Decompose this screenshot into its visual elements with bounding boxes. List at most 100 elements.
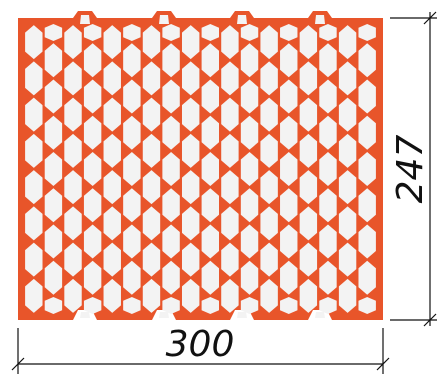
cavity-cell	[299, 25, 318, 60]
cavity-cell	[201, 188, 220, 223]
cavity-cell	[83, 260, 102, 295]
cavity-cell	[123, 296, 141, 314]
cavity-cell	[280, 43, 298, 78]
cavity-cell	[64, 242, 82, 277]
height-dimension: 247	[390, 11, 437, 327]
width-dimension: 300	[11, 324, 390, 374]
tongue-cavity	[315, 15, 325, 24]
cavity-cell	[299, 242, 318, 277]
cavity-cell	[221, 278, 239, 313]
cavity-cell	[280, 79, 298, 114]
cavity-cell	[358, 24, 376, 42]
cavity-cell	[280, 224, 298, 259]
cavity-cell	[142, 278, 161, 313]
cavity-cell	[358, 151, 376, 187]
cavity-cell	[221, 61, 239, 96]
cavity-cell	[103, 133, 121, 168]
cavity-cell	[240, 260, 259, 295]
cavity-cell	[221, 206, 239, 241]
cavity-cell	[181, 278, 200, 313]
cavity-cell	[240, 296, 259, 314]
cavity-cell	[358, 188, 376, 223]
cavity-cell	[44, 115, 63, 150]
cavity-cell	[83, 79, 102, 114]
width-tick-left	[11, 357, 25, 371]
cavity-cell	[162, 296, 180, 314]
cavity-cell	[221, 242, 239, 277]
cavity-cell	[181, 206, 200, 241]
cavity-cell	[142, 242, 161, 277]
tongue-cavity	[237, 15, 247, 24]
cavity-cell	[142, 97, 161, 132]
cavity-cell	[64, 206, 82, 241]
cavity-cell	[319, 115, 337, 150]
cavity-cell	[280, 260, 298, 295]
cavity-cell	[319, 188, 337, 223]
cavity-cell	[181, 133, 200, 168]
cavity-cell	[338, 206, 357, 241]
cavity-cell	[299, 97, 318, 132]
cavity-cell	[319, 224, 337, 259]
cavity-cell	[201, 260, 220, 295]
cavity-cell	[299, 133, 318, 168]
cavity-cell	[142, 206, 161, 241]
height-tick-bottom	[423, 313, 437, 327]
cavity-cell	[44, 43, 63, 78]
cavity-cell	[103, 97, 121, 132]
cavity-cell	[319, 260, 337, 295]
cavity-cell	[319, 43, 337, 78]
cavity-cell	[162, 188, 180, 223]
cavity-cell	[299, 278, 318, 313]
cavity-cell	[221, 170, 239, 205]
cavity-cell	[319, 79, 337, 114]
cavity-cell	[299, 206, 318, 241]
cavity-cell	[123, 188, 141, 223]
cavity-cell	[44, 296, 63, 314]
cavity-cell	[201, 43, 220, 78]
cavity-cell	[240, 188, 259, 223]
cavity-cell	[83, 188, 102, 223]
cavity-cell	[221, 25, 239, 60]
cavity-cell	[25, 133, 43, 168]
cavity-cell	[64, 278, 82, 313]
cavity-cell	[240, 43, 259, 78]
cavity-cell	[338, 242, 357, 277]
cavity-cell	[142, 170, 161, 205]
cavity-cell	[142, 61, 161, 96]
cavity-cell	[142, 133, 161, 168]
cavity-cell	[201, 24, 220, 42]
cavity-cell	[25, 206, 43, 241]
cavity-cell	[240, 79, 259, 114]
cavity-cell	[240, 115, 259, 150]
cavity-cell	[103, 242, 121, 277]
cavity-cell	[44, 79, 63, 114]
cavity-cell	[83, 224, 102, 259]
cavity-cell	[64, 97, 82, 132]
cavity-cell	[181, 61, 200, 96]
cavity-cell	[260, 242, 278, 277]
cavity-cell	[44, 188, 63, 223]
cavity-cell	[338, 133, 357, 168]
cavity-cell	[162, 224, 180, 259]
cavity-cell	[319, 296, 337, 314]
cavity-cell	[123, 151, 141, 187]
cavity-cell	[103, 170, 121, 205]
cavity-cell	[44, 24, 63, 42]
width-tick-right	[376, 357, 390, 371]
cavity-cell	[25, 61, 43, 96]
cavity-cell	[123, 43, 141, 78]
cavity-cell	[319, 24, 337, 42]
cavity-cell	[260, 278, 278, 313]
cavity-cell	[280, 296, 298, 314]
cavity-cell	[260, 206, 278, 241]
cavity-cell	[240, 24, 259, 42]
cavity-cell	[162, 79, 180, 114]
cavity-cell	[103, 206, 121, 241]
cavity-cell	[260, 97, 278, 132]
cavity-cell	[64, 61, 82, 96]
cavity-cell	[44, 151, 63, 187]
cavity-cell	[299, 170, 318, 205]
cavity-cell	[358, 79, 376, 114]
cavity-cell	[123, 79, 141, 114]
